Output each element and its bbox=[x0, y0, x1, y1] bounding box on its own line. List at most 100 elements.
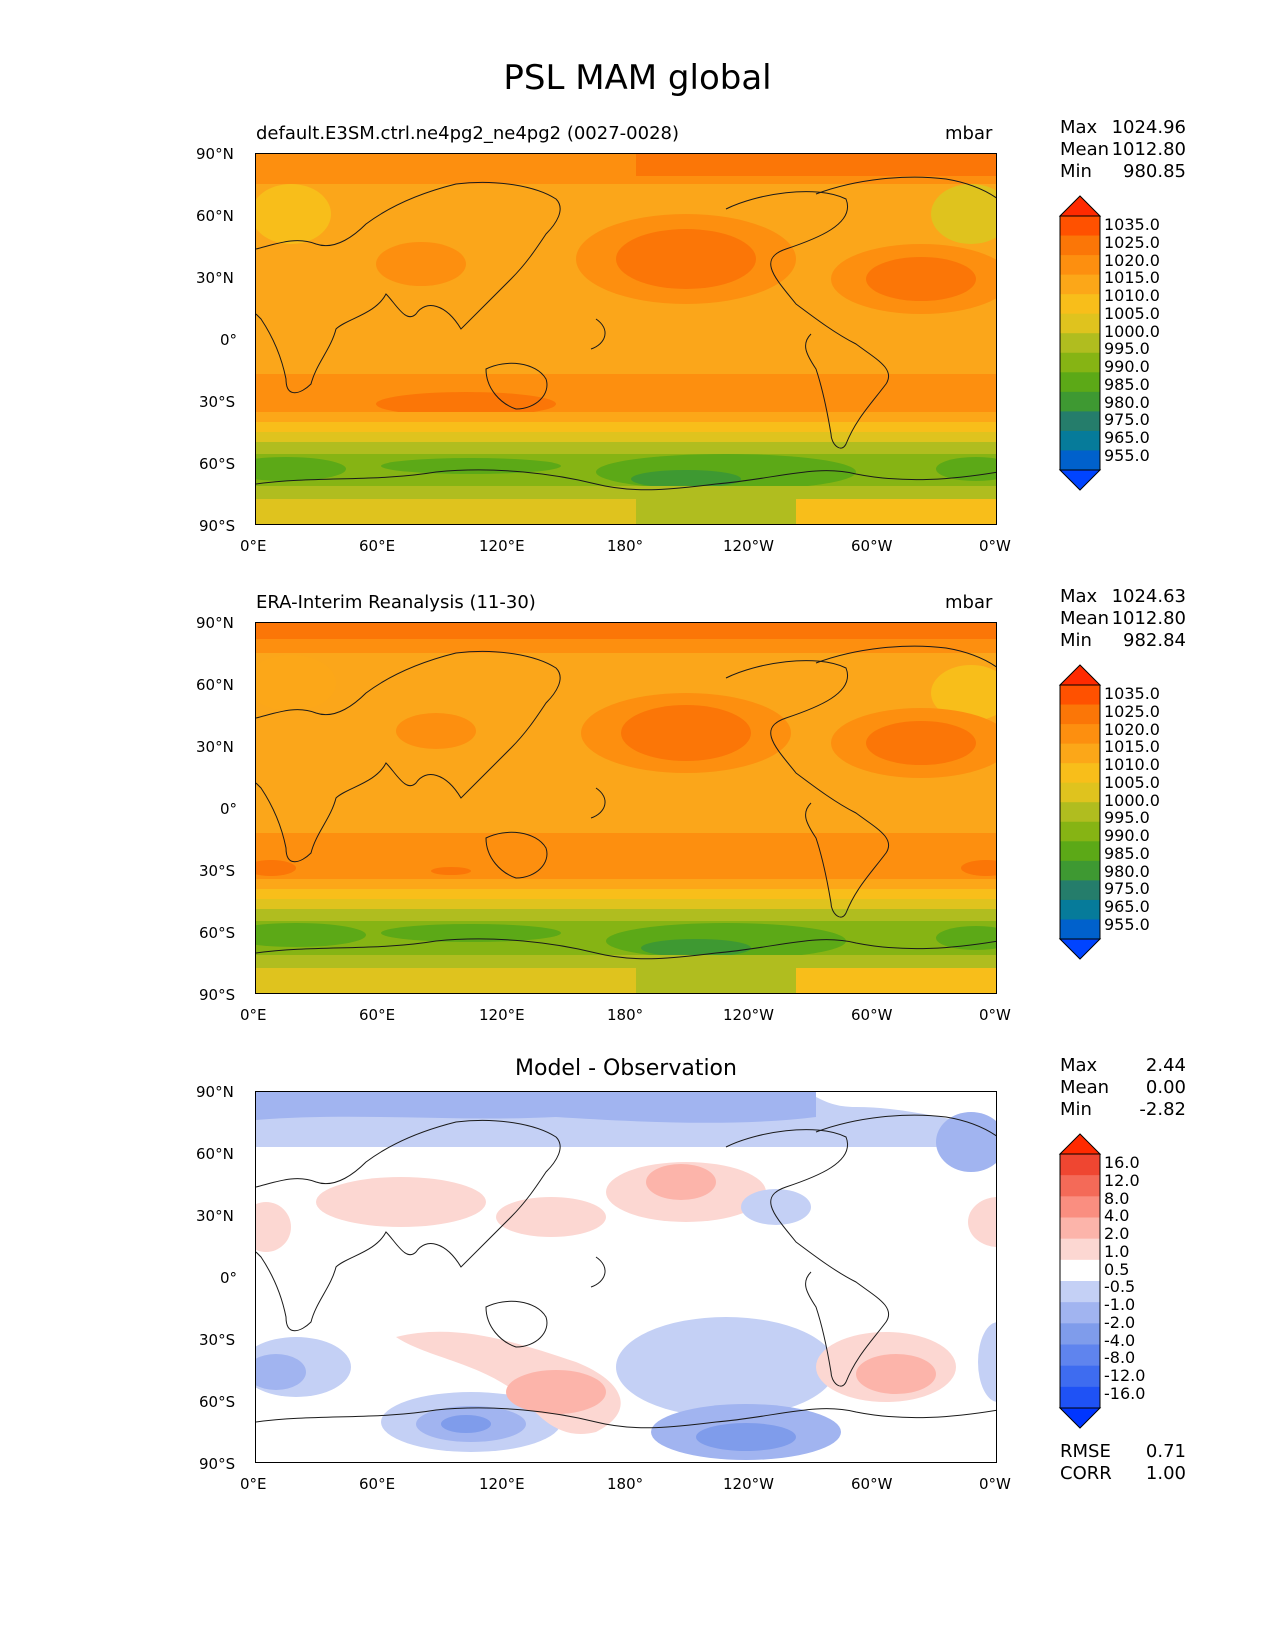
field-contour-980 bbox=[631, 470, 741, 488]
field-contour-atl-pos-e bbox=[968, 1197, 996, 1247]
colorbar-tick-label: 1020.0 bbox=[1104, 250, 1160, 270]
colorbar-tick-label: 1025.0 bbox=[1104, 232, 1160, 252]
colorbar-segment bbox=[1060, 1365, 1100, 1388]
field-contour-aus-pos2 bbox=[506, 1370, 606, 1414]
panel-3-title: Model - Observation bbox=[515, 1056, 737, 1081]
p2-lat-tick: 90°N bbox=[196, 614, 234, 632]
colorbar-tick-label: 8.0 bbox=[1104, 1188, 1130, 1208]
p2-lat-tick: 30°N bbox=[196, 738, 234, 756]
p3-lat-tick: 90°S bbox=[199, 1455, 236, 1473]
coastlines bbox=[256, 645, 996, 960]
stat-label: Mean bbox=[1060, 1077, 1110, 1098]
p2-lon-tick: 120°E bbox=[479, 1006, 525, 1024]
p2-lat-tick: 60°S bbox=[199, 924, 236, 942]
rmse-label: RMSE bbox=[1060, 1441, 1111, 1462]
colorbar-tick-label: 1000.0 bbox=[1104, 790, 1160, 810]
stat-value: 1012.80 bbox=[1111, 139, 1186, 160]
p2-lon-tick: 120°W bbox=[723, 1006, 774, 1024]
field-contour-sh-high-core-c bbox=[961, 860, 996, 876]
field-contour-siberia bbox=[396, 713, 476, 749]
p2-lon-tick: 0°E bbox=[240, 1006, 267, 1024]
p3-lon-tick: 60°W bbox=[851, 1475, 893, 1493]
p3-lon-tick: 0°E bbox=[240, 1475, 267, 1493]
colorbar-tick-label: 1010.0 bbox=[1104, 286, 1160, 306]
colorbar-segment bbox=[1060, 821, 1100, 842]
colorbar-tick-label: 965.0 bbox=[1104, 897, 1150, 917]
field-contour-985-a bbox=[256, 457, 346, 481]
colorbar-segment bbox=[1060, 391, 1100, 412]
coast-arctic-canada bbox=[815, 176, 996, 199]
coast-australia bbox=[485, 1300, 548, 1348]
colorbar-segment bbox=[1060, 802, 1100, 823]
colorbar-segment bbox=[1060, 860, 1100, 881]
p1-lat-tick: 30°S bbox=[199, 393, 236, 411]
colorbar-tick-label: 980.0 bbox=[1104, 861, 1150, 881]
panel-1-map bbox=[255, 153, 997, 525]
colorbar-tick-label: 16.0 bbox=[1104, 1153, 1140, 1172]
colorbar-frame bbox=[1059, 684, 1101, 940]
coast-australia bbox=[485, 362, 548, 410]
colorbar-segment bbox=[1060, 685, 1100, 706]
colorbar-extend-min bbox=[1058, 1407, 1102, 1429]
coast-americas bbox=[725, 660, 890, 918]
colorbar-segment bbox=[1060, 1175, 1100, 1197]
colorbar-segment bbox=[1060, 1259, 1100, 1282]
colorbar-tick-label: 1005.0 bbox=[1104, 772, 1160, 792]
p1-lon-tick: 120°W bbox=[723, 537, 774, 555]
rmse-value: 0.71 bbox=[1145, 1441, 1186, 1462]
colorbar-1 bbox=[1058, 195, 1102, 491]
colorbar-tick-label: 1005.0 bbox=[1104, 303, 1160, 323]
field-contour-985-b bbox=[381, 458, 561, 474]
p3-lat-tick: 30°S bbox=[199, 1331, 236, 1349]
p3-lat-tick: 0° bbox=[220, 1269, 238, 1287]
p2-lon-tick: 0°W bbox=[979, 1006, 1011, 1024]
field-contour-1010 bbox=[256, 879, 996, 891]
stat-label: Min bbox=[1060, 161, 1092, 182]
field-contour-980 bbox=[641, 939, 751, 957]
p1-lon-tick: 60°W bbox=[851, 537, 893, 555]
colorbar-tick-label: 1000.0 bbox=[1104, 321, 1160, 341]
colorbar-tick-label: 985.0 bbox=[1104, 843, 1150, 863]
colorbar-segment bbox=[1060, 1302, 1100, 1324]
colorbar-tick-label: 1010.0 bbox=[1104, 755, 1160, 775]
field-base bbox=[256, 1092, 996, 1462]
field-contour-antarctic-e bbox=[256, 968, 636, 993]
corr-label: CORR bbox=[1060, 1463, 1112, 1484]
colorbar-tick-label: 995.0 bbox=[1104, 339, 1150, 359]
field-contour-io-neg3 bbox=[441, 1415, 491, 1433]
coast-eurasia-africa bbox=[256, 650, 561, 863]
colorbar-segment bbox=[1060, 430, 1100, 451]
stat-label: Mean bbox=[1060, 139, 1110, 160]
coast-antarctica bbox=[256, 938, 996, 960]
colorbar-segment bbox=[1060, 1386, 1100, 1409]
panel-1-map-svg bbox=[256, 154, 996, 524]
colorbar-extend-min bbox=[1058, 938, 1102, 960]
p3-lon-tick: 60°E bbox=[359, 1475, 396, 1493]
colorbar-3 bbox=[1058, 1133, 1102, 1429]
colorbar-2 bbox=[1058, 664, 1102, 960]
colorbar-segment bbox=[1060, 450, 1100, 471]
colorbar-segment bbox=[1060, 1344, 1100, 1367]
colorbar-segment bbox=[1060, 763, 1100, 784]
colorbar-segment bbox=[1060, 411, 1100, 432]
field-contour-antarctic-w bbox=[796, 499, 996, 524]
panel-3-map-svg bbox=[256, 1092, 996, 1462]
colorbar-segment bbox=[1060, 841, 1100, 862]
colorbar-tick-label: 1035.0 bbox=[1104, 684, 1160, 703]
colorbar-segment bbox=[1060, 1196, 1100, 1218]
coast-eurasia-africa bbox=[256, 181, 561, 394]
colorbar-segment bbox=[1060, 899, 1100, 920]
stat-label: Min bbox=[1060, 630, 1092, 651]
field-contour-985-b bbox=[381, 924, 561, 942]
colorbar-segment bbox=[1060, 1323, 1100, 1345]
colorbar-tick-label: -8.0 bbox=[1104, 1348, 1136, 1368]
p1-lon-tick: 0°W bbox=[979, 537, 1011, 555]
coastlines bbox=[256, 176, 996, 491]
field-contour-asia-pos bbox=[316, 1177, 486, 1227]
colorbar-segment bbox=[1060, 1281, 1100, 1303]
colorbar-segment bbox=[1060, 294, 1100, 315]
colorbar-segment bbox=[1060, 743, 1100, 764]
panel-1-units: mbar bbox=[945, 123, 993, 144]
p1-lon-tick: 0°E bbox=[240, 537, 267, 555]
field-contour-lowlat-atl bbox=[256, 655, 336, 711]
